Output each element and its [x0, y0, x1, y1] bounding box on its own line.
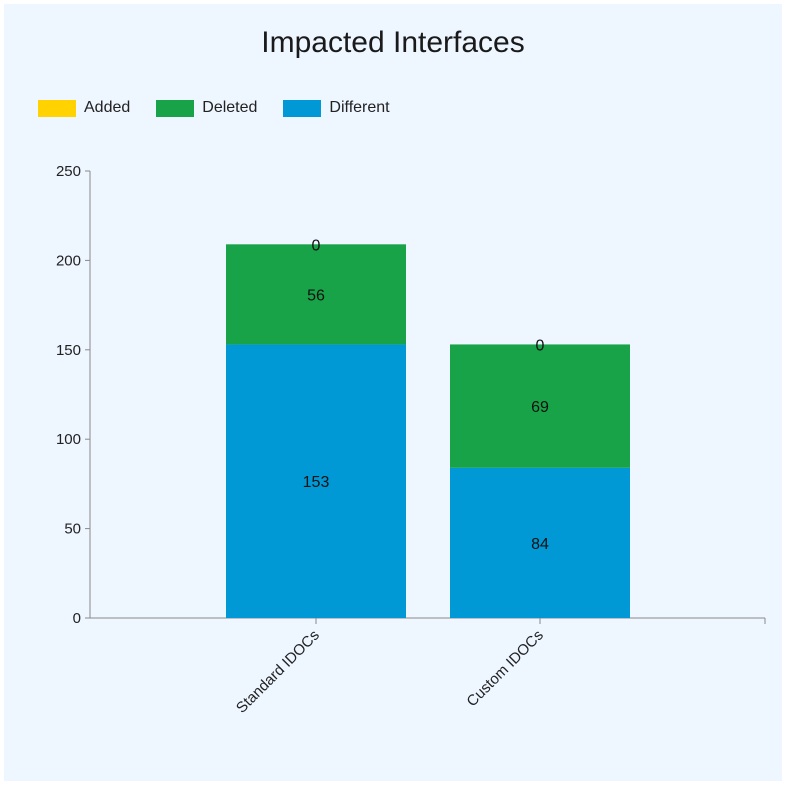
chart-legend: Added Deleted Different [38, 99, 416, 117]
legend-item-deleted[interactable]: Deleted [156, 99, 257, 117]
legend-item-added[interactable]: Added [38, 99, 130, 117]
bar-segment-different [226, 344, 406, 618]
legend-swatch-different [283, 99, 322, 117]
y-tick-label: 200 [56, 252, 81, 269]
data-label: 69 [531, 399, 549, 416]
x-category-label: Standard IDOCs [233, 627, 323, 717]
legend-label-different: Different [329, 99, 390, 116]
data-label: 56 [307, 287, 325, 304]
y-tick-label: 250 [56, 163, 81, 180]
bar-segment-different [450, 467, 630, 618]
y-tick-label: 0 [73, 610, 81, 627]
data-label: 0 [312, 237, 321, 254]
y-tick-label: 50 [64, 521, 81, 538]
data-label: 153 [303, 474, 330, 491]
legend-label-added: Added [84, 99, 131, 116]
legend-item-different[interactable]: Different [283, 99, 390, 117]
y-tick-label: 100 [56, 431, 81, 448]
legend-swatch-added [38, 99, 76, 117]
bar-segment-deleted [450, 344, 630, 468]
legend-label-deleted: Deleted [202, 99, 258, 116]
data-label: 0 [536, 337, 545, 354]
bar-segment-deleted [226, 244, 406, 345]
legend-swatch-deleted [156, 99, 195, 117]
y-tick-label: 150 [56, 342, 81, 359]
chart-title: Impacted Interfaces [261, 26, 525, 59]
x-category-label: Custom IDOCs [463, 627, 546, 710]
data-label: 84 [531, 536, 549, 553]
